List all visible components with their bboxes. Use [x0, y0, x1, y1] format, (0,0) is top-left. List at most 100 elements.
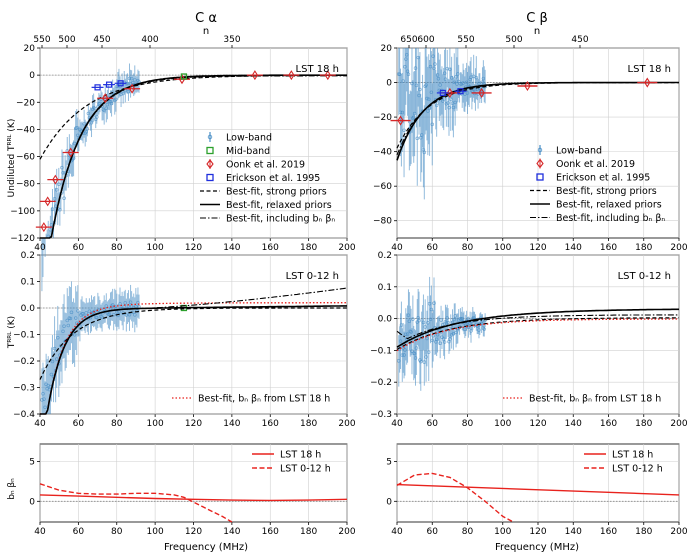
- erickson-point: [117, 80, 124, 87]
- x-tick-label: 60: [427, 419, 439, 429]
- x-tick-label: 80: [111, 527, 123, 537]
- legend-label: Best-fit, bₙ βₙ from LST 18 h: [529, 394, 661, 405]
- low-band-point: [412, 115, 416, 119]
- y-tick-label: 20: [24, 44, 36, 54]
- x-tick-label: 120: [185, 243, 202, 253]
- legend-label: LST 18 h: [280, 450, 321, 461]
- y-tick-label: −20: [16, 98, 35, 108]
- y-tick-label: −80: [373, 217, 392, 227]
- y-tick-label: 20: [381, 44, 393, 54]
- legend-label: Best-fit, including bₙ βₙ: [226, 214, 335, 225]
- low-band-point: [432, 66, 436, 71]
- x-tick-label: 140: [565, 527, 582, 537]
- legend-label: Mid-band: [226, 146, 270, 157]
- x-tick-label: 200: [670, 243, 687, 253]
- low-band-point: [432, 301, 436, 305]
- low-band-point: [445, 316, 449, 320]
- oonk-point: [44, 196, 51, 207]
- x-tick-label: 60: [73, 419, 85, 429]
- y-tick-label: 0.2: [378, 251, 392, 261]
- oonk-point: [446, 87, 454, 98]
- top-tick-label: 350: [223, 35, 240, 45]
- oonk-point: [397, 115, 404, 126]
- top-tick-label: 550: [33, 35, 50, 45]
- legend-label: Oonk et al. 2019: [226, 160, 305, 171]
- oonk-point: [288, 70, 295, 81]
- x-tick-label: 200: [338, 527, 355, 537]
- low-band-point: [418, 87, 422, 92]
- x-tick-label: 160: [600, 527, 617, 537]
- y-tick-label: −60: [16, 153, 35, 163]
- oonk-point: [524, 80, 531, 92]
- x-tick-label: 80: [111, 243, 123, 253]
- oonk-point: [251, 70, 259, 81]
- erickson-point: [439, 89, 446, 97]
- y-tick-label: 5: [29, 458, 35, 468]
- x-tick-label: 100: [494, 243, 511, 253]
- x-tick-label: 40: [391, 527, 403, 537]
- erickson-point: [457, 88, 464, 95]
- low-band-point: [415, 136, 419, 141]
- x-tick-label: 40: [391, 243, 403, 253]
- low-band-point: [114, 97, 118, 102]
- low-band-point: [441, 99, 445, 103]
- y-tick-label: −0.2: [13, 357, 35, 367]
- legend-label: Oonk et al. 2019: [556, 159, 635, 170]
- low-band-point: [434, 103, 439, 108]
- x-tick-label: 100: [494, 527, 511, 537]
- x-tick-label: 40: [34, 527, 46, 537]
- x-tick-label: 120: [529, 527, 546, 537]
- legend-icon-erickson: [536, 173, 544, 181]
- low-band-point: [405, 69, 410, 73]
- fit-strong-priors-line: [39, 307, 347, 380]
- panel-annotation: LST 18 h: [628, 64, 671, 75]
- low-band-point: [416, 316, 420, 320]
- low-band-point: [413, 66, 418, 70]
- y-tick-label: 0: [386, 497, 392, 507]
- top-tick-label: 500: [58, 35, 75, 45]
- low-band-point: [430, 338, 434, 343]
- x-tick-label: 100: [147, 419, 164, 429]
- x-tick-label: 120: [529, 419, 546, 429]
- low-band-point: [456, 72, 460, 76]
- x-tick-label: 100: [147, 527, 164, 537]
- legend-label: Low-band: [556, 146, 602, 157]
- y-tick-label: −0.1: [13, 331, 35, 341]
- fit-bn-line: [40, 287, 348, 415]
- y-tick-label: 0.0: [21, 304, 36, 314]
- legend-icon-low-band-marker: [207, 134, 213, 140]
- fit-bn-from-lst18-line: [40, 302, 347, 415]
- low-band-point: [422, 150, 427, 155]
- top-tick-label: 450: [571, 35, 588, 45]
- y-tick-label: −0.3: [13, 384, 35, 394]
- low-band-point: [442, 337, 446, 341]
- x-tick-label: 180: [635, 243, 652, 253]
- oonk-point: [644, 77, 651, 88]
- low-band-point: [414, 346, 419, 350]
- top-tick-label: 500: [505, 35, 522, 45]
- y-tick-label: −60: [373, 182, 392, 192]
- low-band-point: [417, 318, 421, 323]
- low-band-point: [413, 356, 418, 360]
- low-band-point: [482, 327, 486, 331]
- y-tick-label: −0.1: [370, 346, 392, 356]
- legend-icon-mid-band: [206, 146, 214, 155]
- legend-icon-low-band-marker: [537, 147, 543, 153]
- x-tick-label: 140: [565, 243, 582, 253]
- y-tick-label: −0.3: [370, 410, 392, 420]
- y-tick-label: −100: [10, 207, 35, 217]
- y-tick-label: 0: [29, 497, 35, 507]
- low-band-point: [119, 92, 123, 97]
- top-tick-label: 650: [400, 35, 417, 45]
- top-tick-label: 550: [457, 35, 474, 45]
- x-tick-label: 120: [185, 527, 202, 537]
- low-band-point: [58, 207, 62, 212]
- bn-lst18-line: [396, 483, 680, 496]
- y-tick-label: 0.0: [378, 315, 393, 325]
- x-tick-label: 200: [338, 243, 355, 253]
- fit-strong-priors-line: [39, 74, 348, 160]
- x-tick-label: 160: [262, 527, 279, 537]
- bn-lst0-12-line: [396, 472, 514, 523]
- low-band-point: [62, 196, 66, 200]
- oonk-point: [67, 147, 74, 158]
